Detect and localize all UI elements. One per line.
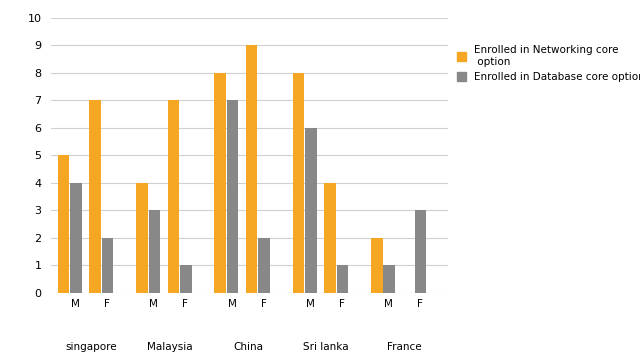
Bar bbox=[136, 183, 148, 293]
Text: singapore: singapore bbox=[65, 342, 117, 352]
Bar bbox=[90, 100, 101, 293]
Bar bbox=[324, 183, 336, 293]
Text: France: France bbox=[387, 342, 422, 352]
Bar bbox=[246, 45, 257, 293]
Bar bbox=[259, 238, 270, 293]
Bar bbox=[214, 73, 226, 293]
Bar bbox=[292, 73, 304, 293]
Bar bbox=[148, 210, 160, 293]
Text: Sri lanka: Sri lanka bbox=[303, 342, 349, 352]
Bar bbox=[227, 100, 239, 293]
Bar bbox=[168, 100, 179, 293]
Text: China: China bbox=[233, 342, 263, 352]
Bar bbox=[58, 155, 69, 293]
Bar bbox=[102, 238, 113, 293]
Text: Malaysia: Malaysia bbox=[147, 342, 193, 352]
Bar bbox=[305, 128, 317, 293]
Bar bbox=[415, 210, 426, 293]
Bar bbox=[371, 238, 383, 293]
Legend: Enrolled in Networking core
 option, Enrolled in Database core option: Enrolled in Networking core option, Enro… bbox=[457, 45, 640, 82]
Bar bbox=[383, 265, 395, 293]
Bar bbox=[337, 265, 348, 293]
Bar bbox=[180, 265, 191, 293]
Bar bbox=[70, 183, 82, 293]
